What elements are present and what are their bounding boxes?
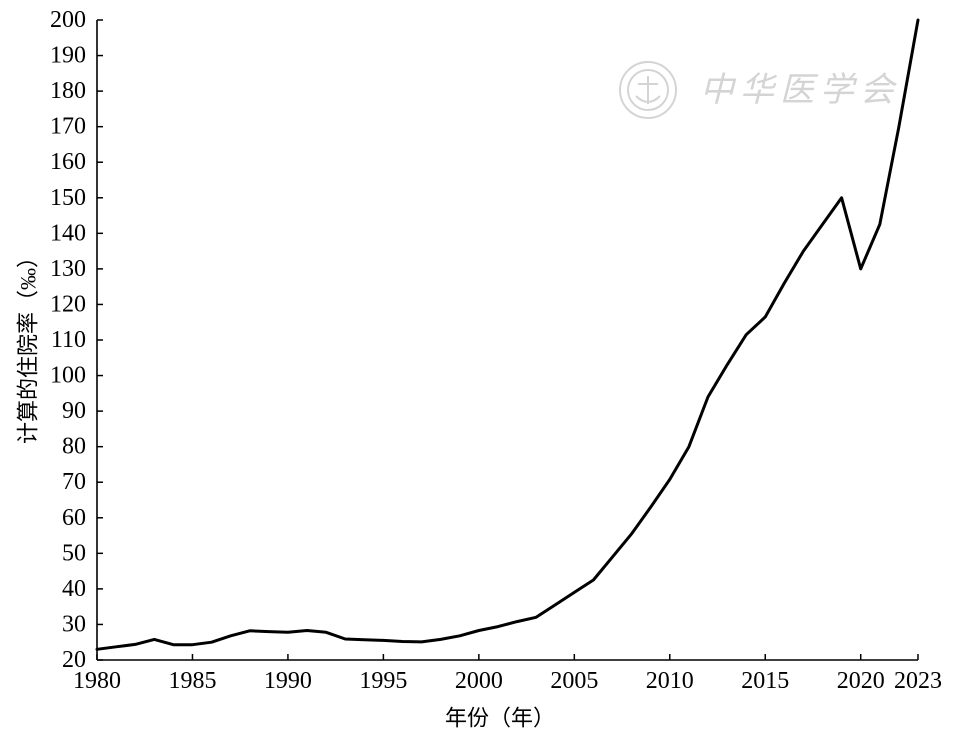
y-tick-label: 180 <box>50 78 86 104</box>
y-axis-title: 计算的住院率（‰） <box>16 246 41 444</box>
x-axis-title: 年份（年） <box>445 706 555 731</box>
watermark-text: 中华医学会 <box>700 70 900 110</box>
series-group <box>95 18 920 651</box>
y-tick-label: 130 <box>50 256 86 282</box>
x-tick-label: 1990 <box>264 668 312 694</box>
x-tick-label: 2010 <box>646 668 694 694</box>
y-tick-label: 90 <box>62 398 86 424</box>
x-tick-label: 2000 <box>455 668 503 694</box>
y-tick-label: 100 <box>50 363 86 389</box>
x-tick-label: 2023 <box>894 668 942 694</box>
y-tick-label: 110 <box>51 327 86 353</box>
x-tick-label: 1980 <box>73 668 121 694</box>
y-tick-label: 190 <box>50 43 86 69</box>
y-tick-label: 20 <box>62 647 86 673</box>
y-tick-label: 200 <box>50 7 86 33</box>
y-tick-label: 30 <box>62 611 86 637</box>
y-tick-label: 50 <box>62 540 86 566</box>
y-tick-label: 140 <box>50 220 86 246</box>
x-tick-label: 2015 <box>741 668 789 694</box>
y-tick-label: 70 <box>62 469 86 495</box>
watermark: 中华医学会 <box>619 61 900 119</box>
x-tick-label: 1985 <box>168 668 216 694</box>
x-tick-label: 1995 <box>359 668 407 694</box>
x-tick-label: 2020 <box>837 668 885 694</box>
series-line <box>95 18 920 651</box>
y-tick-label: 80 <box>62 434 86 460</box>
y-tick-label: 40 <box>62 576 86 602</box>
y-tick-label: 150 <box>50 185 86 211</box>
y-tick-label: 170 <box>50 114 86 140</box>
y-tick-label: 120 <box>50 291 86 317</box>
x-tick-label: 2005 <box>550 668 598 694</box>
y-tick-label: 60 <box>62 505 86 531</box>
axes <box>96 20 918 661</box>
ticks: 20 30 40 50 60 70 80 90 100 110 120 130 140 150 160 170… <box>50 7 942 694</box>
watermark-seal-icon <box>619 61 677 119</box>
y-tick-label: 160 <box>50 149 86 175</box>
